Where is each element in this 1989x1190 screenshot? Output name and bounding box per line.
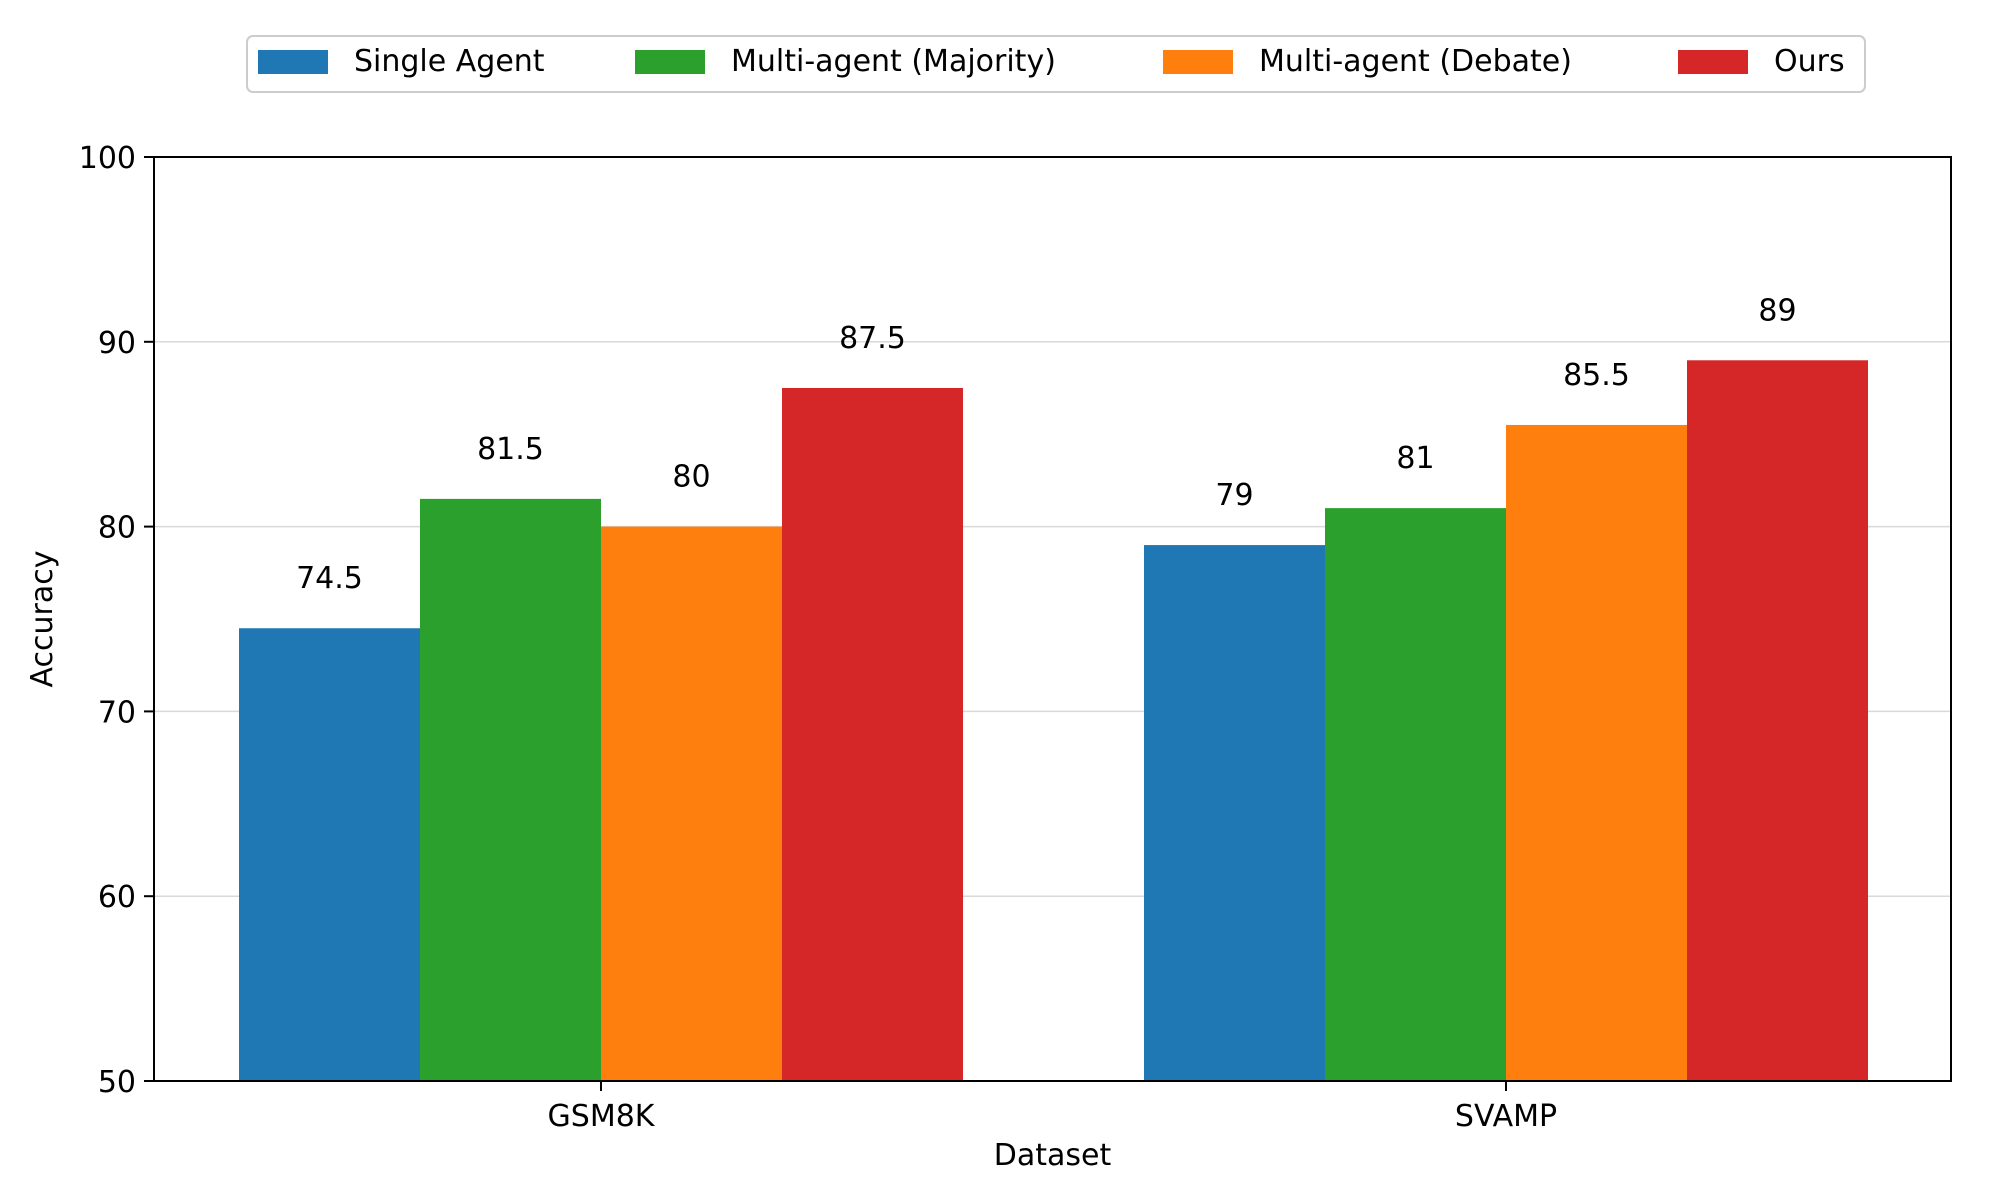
legend-item-multi-agent-debate: Multi-agent (Debate) xyxy=(1163,44,1572,79)
legend-swatch xyxy=(258,50,328,74)
legend-item-multi-agent-majority: Multi-agent (Majority) xyxy=(635,44,1056,79)
bar-value-label: 81 xyxy=(1396,441,1434,476)
legend-item-single-agent: Single Agent xyxy=(258,44,545,79)
y-tick-label: 70 xyxy=(98,695,136,730)
legend-label: Single Agent xyxy=(354,44,545,79)
y-tick-label: 50 xyxy=(98,1065,136,1100)
bar-value-label: 87.5 xyxy=(839,321,906,356)
bar-multi-agent-majority-svamp xyxy=(1325,508,1506,1081)
bar-value-labels: 74.5 81.5 80 87.5 79 81 85.5 89 xyxy=(296,293,1796,596)
x-axis-ticks: GSM8K SVAMP xyxy=(548,1081,1557,1134)
legend-item-ours: Ours xyxy=(1678,44,1845,79)
legend-label: Multi-agent (Debate) xyxy=(1259,44,1572,79)
bar-multi-agent-debate-gsm8k xyxy=(601,526,782,1081)
bar-multi-agent-debate-svamp xyxy=(1506,424,1687,1082)
bars xyxy=(239,360,1868,1082)
bar-single-agent-svamp xyxy=(1144,545,1325,1081)
bar-ours-gsm8k xyxy=(782,388,963,1081)
y-tick-label: 100 xyxy=(79,141,136,176)
bar-multi-agent-majority-gsm8k xyxy=(420,498,601,1081)
legend-swatch xyxy=(635,50,705,74)
x-tick-label: GSM8K xyxy=(548,1099,656,1134)
bar-value-label: 74.5 xyxy=(296,561,363,596)
y-axis-title: Accuracy xyxy=(25,551,60,688)
bar-value-label: 80 xyxy=(672,460,710,495)
y-axis-ticks: 50 60 70 80 90 100 xyxy=(79,141,154,1100)
legend-label: Ours xyxy=(1774,44,1845,79)
bar-value-label: 89 xyxy=(1758,293,1796,328)
bar-single-agent-gsm8k xyxy=(239,628,420,1081)
plot-area-frame xyxy=(153,156,1952,1082)
bar-value-label: 81.5 xyxy=(477,432,544,467)
y-tick-label: 80 xyxy=(98,511,136,546)
legend-swatch xyxy=(1163,50,1233,74)
bar-value-label: 85.5 xyxy=(1563,358,1630,393)
bar-ours-svamp xyxy=(1687,360,1868,1081)
x-tick-label: SVAMP xyxy=(1455,1099,1557,1134)
legend-swatch xyxy=(1678,50,1748,74)
y-tick-label: 90 xyxy=(98,326,136,361)
legend-label: Multi-agent (Majority) xyxy=(731,44,1056,79)
bar-value-label: 79 xyxy=(1215,478,1253,513)
x-axis-title: Dataset xyxy=(994,1138,1112,1173)
legend: Single Agent Multi-agent (Majority) Multi-… xyxy=(246,35,1866,93)
y-tick-label: 60 xyxy=(98,880,136,915)
